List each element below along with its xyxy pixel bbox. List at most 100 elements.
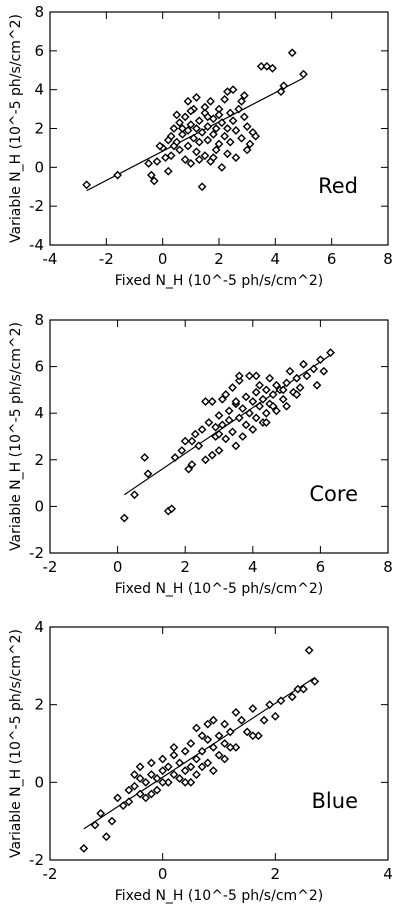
fit-line xyxy=(124,354,331,496)
data-point xyxy=(211,422,221,432)
data-point xyxy=(225,742,235,752)
data-point xyxy=(285,366,295,376)
data-point xyxy=(242,727,252,737)
data-point xyxy=(242,122,252,131)
data-point xyxy=(272,406,281,416)
data-point xyxy=(224,406,234,416)
data-point xyxy=(147,170,156,180)
chart-panel-core: -2 0 2 4 6 8 -2 0 2 4 6 8 Fixed N_H (10^-5 ph/s/cm^2… xyxy=(8,311,393,597)
data-point xyxy=(258,394,268,404)
data-point xyxy=(228,116,238,126)
data-point xyxy=(208,766,218,776)
data-point xyxy=(234,413,244,423)
data-point xyxy=(163,777,173,787)
x-tick-label: -2 xyxy=(43,558,58,576)
x-tick-label: 4 xyxy=(271,250,281,268)
data-point xyxy=(261,408,271,418)
data-point xyxy=(228,427,237,437)
data-point xyxy=(192,723,201,733)
data-point xyxy=(189,133,199,143)
data-point xyxy=(268,401,278,411)
data-point xyxy=(197,731,207,741)
data-point xyxy=(214,429,224,439)
data-point xyxy=(152,785,162,795)
x-tick-label: 4 xyxy=(248,558,258,576)
data-point xyxy=(130,770,139,779)
data-point xyxy=(278,385,288,395)
data-point xyxy=(211,124,221,133)
data-point xyxy=(113,793,122,803)
data-point xyxy=(276,696,286,706)
data-point xyxy=(192,93,201,102)
data-point xyxy=(130,490,139,500)
data-point xyxy=(180,746,190,756)
data-point xyxy=(113,170,122,180)
data-point xyxy=(180,777,190,787)
data-point xyxy=(276,87,286,96)
plot-frame xyxy=(49,319,389,554)
data-point xyxy=(194,155,204,164)
data-point xyxy=(187,436,197,446)
data-point xyxy=(186,762,196,772)
x-tick-label: 8 xyxy=(383,250,393,268)
data-point xyxy=(241,392,251,402)
y-tick-label: -2 xyxy=(29,197,44,215)
y-tick-label: -2 xyxy=(29,851,44,869)
data-point xyxy=(224,415,234,425)
x-tick-label: 2 xyxy=(271,865,281,883)
y-axis-label: Variable N_H (10^-5 ph/s/cm^2) xyxy=(8,629,24,858)
data-point xyxy=(265,373,275,383)
data-point xyxy=(241,420,251,430)
data-point xyxy=(214,750,224,760)
data-point xyxy=(140,453,150,462)
data-point xyxy=(234,104,244,114)
data-point xyxy=(101,832,111,842)
data-point xyxy=(326,348,335,358)
data-point xyxy=(214,411,224,420)
data-point xyxy=(223,87,232,96)
data-point xyxy=(169,124,179,133)
data-point xyxy=(223,149,232,159)
x-tick-label: -2 xyxy=(43,865,58,883)
data-point xyxy=(194,441,204,451)
data-point xyxy=(177,129,187,139)
data-point xyxy=(234,376,244,385)
data-point xyxy=(169,742,179,752)
data-point xyxy=(192,147,201,157)
data-point xyxy=(292,390,302,399)
data-point xyxy=(135,774,145,783)
data-point xyxy=(118,801,128,811)
data-point xyxy=(180,112,190,122)
data-point xyxy=(79,843,89,853)
data-point xyxy=(217,162,227,172)
data-point xyxy=(293,684,303,694)
data-point xyxy=(144,159,153,168)
data-point xyxy=(295,383,305,392)
data-point xyxy=(237,96,246,106)
y-tick-label: 6 xyxy=(34,42,44,60)
data-point xyxy=(203,122,213,131)
data-point xyxy=(214,139,224,149)
data-point xyxy=(208,715,218,725)
data-point xyxy=(221,434,231,444)
y-axis-label: Variable N_H (10^-5 ph/s/cm^2) xyxy=(8,14,24,243)
panels: -4 -2 0 2 4 6 8 -4 -2 0 2 4 6 8 Fixed N_H (10^-5 ph/s/… xyxy=(8,3,393,904)
data-point xyxy=(214,731,224,741)
data-point xyxy=(251,371,261,381)
y-tick-label: 0 xyxy=(34,773,44,791)
data-point xyxy=(90,820,100,830)
data-point xyxy=(197,182,207,192)
data-point xyxy=(237,715,246,725)
data-point xyxy=(180,155,190,164)
data-point xyxy=(245,139,255,149)
data-point xyxy=(282,401,291,411)
data-point xyxy=(242,145,252,155)
data-point xyxy=(175,145,184,155)
data-point xyxy=(177,446,187,455)
data-point xyxy=(203,735,213,745)
x-axis-label: Fixed N_H (10^-5 ph/s/cm^2) xyxy=(115,888,324,904)
data-point xyxy=(225,137,235,147)
x-axis-label: Fixed N_H (10^-5 ph/s/cm^2) xyxy=(115,581,324,597)
data-point xyxy=(169,770,179,779)
data-point xyxy=(220,94,230,104)
